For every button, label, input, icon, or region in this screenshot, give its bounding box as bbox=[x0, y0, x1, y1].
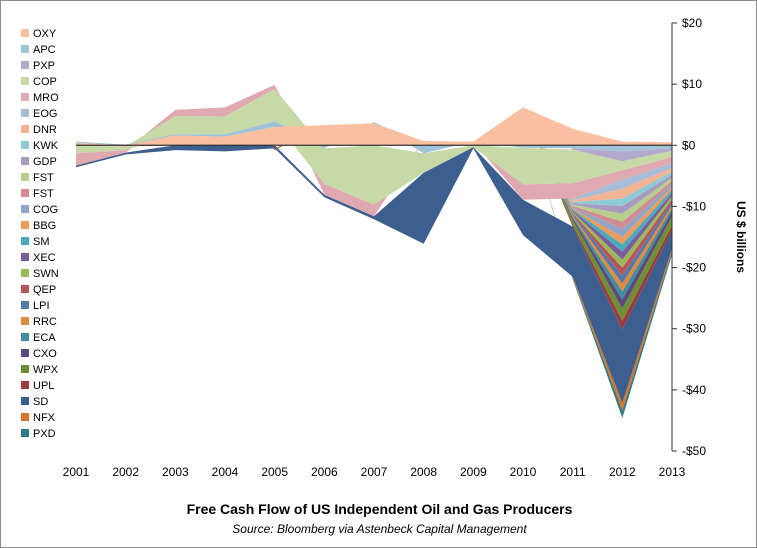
legend-swatch-rrc bbox=[21, 317, 29, 325]
legend-swatch-wpx bbox=[21, 365, 29, 373]
legend-label-dnr: DNR bbox=[33, 124, 57, 136]
area-series-wpx-21 bbox=[76, 84, 672, 321]
y-tick-label: -$30 bbox=[682, 322, 706, 336]
legend-label-xec: XEC bbox=[33, 252, 56, 264]
legend-swatch-xec bbox=[21, 253, 29, 261]
y-tick-label: -$40 bbox=[682, 383, 706, 397]
legend-label-apc: APC bbox=[33, 44, 56, 56]
legend-label-oxy: OXY bbox=[33, 28, 57, 40]
x-tick-label: 2013 bbox=[659, 465, 686, 479]
x-tick-label: 2004 bbox=[212, 465, 239, 479]
area-series-sd-23 bbox=[76, 145, 672, 403]
area-series-lpi-17 bbox=[76, 84, 672, 284]
legend-swatch-eca bbox=[21, 333, 29, 341]
legend-swatch-cog bbox=[21, 205, 29, 213]
legend-label-eca: ECA bbox=[33, 332, 56, 344]
y-tick-label: $20 bbox=[682, 16, 702, 30]
area-series-eog-5 bbox=[76, 84, 672, 201]
legend-label-fst: FST bbox=[33, 172, 54, 184]
chart-title: Free Cash Flow of US Independent Oil and… bbox=[186, 501, 573, 517]
chart-subtitle: Source: Bloomberg via Astenbeck Capital … bbox=[232, 522, 527, 536]
legend-swatch-fst bbox=[21, 189, 29, 197]
legend-label-kwk: KWK bbox=[33, 140, 59, 152]
legend-swatch-mro bbox=[21, 93, 29, 101]
legend-swatch-upl bbox=[21, 381, 29, 389]
legend-label-cxo: CXO bbox=[33, 348, 57, 360]
area-series-oxy-0 bbox=[76, 107, 672, 147]
legend-swatch-sm bbox=[21, 237, 29, 245]
legend-label-mro: MRO bbox=[33, 92, 59, 104]
legend-label-fst: FST bbox=[33, 188, 54, 200]
chart-canvas: $20 $10 $0 -$10 -$20 -$30 -$40 -$50 2001 2002 2003… bbox=[21, 16, 748, 479]
x-tick-label: 2007 bbox=[361, 465, 388, 479]
legend-swatch-lpi bbox=[21, 301, 29, 309]
chart-axes: $20 $10 $0 -$10 -$20 -$30 -$40 -$50 2001 2002 2003… bbox=[63, 16, 748, 479]
legend-swatch-cxo bbox=[21, 349, 29, 357]
area-series-group bbox=[76, 84, 672, 418]
legend-label-bbg: BBG bbox=[33, 220, 56, 232]
legend-swatch-cop bbox=[21, 77, 29, 85]
area-series-cop-3 bbox=[76, 89, 672, 205]
legend-label-lpi: LPI bbox=[33, 300, 50, 312]
legend-swatch-fst bbox=[21, 173, 29, 181]
legend-label-gdp: GDP bbox=[33, 156, 57, 168]
legend: OXY APC PXP COP MRO EOG DNR KWK GDP FST FST COG BBG S… bbox=[21, 28, 59, 440]
legend-swatch-gdp bbox=[21, 157, 29, 165]
legend-label-qep: QEP bbox=[33, 284, 56, 296]
area-series-rrc-18 bbox=[76, 84, 672, 292]
x-tick-label: 2006 bbox=[311, 465, 338, 479]
legend-swatch-swn bbox=[21, 269, 29, 277]
legend-label-cog: COG bbox=[33, 204, 58, 216]
legend-label-wpx: WPX bbox=[33, 364, 59, 376]
legend-swatch-eog bbox=[21, 109, 29, 117]
y-tick-label: -$50 bbox=[682, 444, 706, 458]
legend-label-cop: COP bbox=[33, 76, 57, 88]
legend-swatch-qep bbox=[21, 285, 29, 293]
y-tick-label: -$10 bbox=[682, 199, 706, 213]
legend-swatch-nfx bbox=[21, 413, 29, 421]
x-tick-label: 2005 bbox=[261, 465, 288, 479]
legend-swatch-oxy bbox=[21, 29, 29, 37]
x-tick-label: 2002 bbox=[112, 465, 139, 479]
y-tick-label: $10 bbox=[682, 77, 702, 91]
legend-label-swn: SWN bbox=[33, 268, 59, 280]
x-tick-label: 2008 bbox=[410, 465, 437, 479]
area-series-cxo-20 bbox=[76, 84, 672, 309]
legend-label-eog: EOG bbox=[33, 108, 57, 120]
legend-swatch-pxp bbox=[21, 61, 29, 69]
area-series-eca-19 bbox=[76, 84, 672, 300]
x-tick-label: 2010 bbox=[510, 465, 537, 479]
x-tick-label: 2009 bbox=[460, 465, 487, 479]
x-tick-label: 2012 bbox=[609, 465, 636, 479]
legend-label-sm: SM bbox=[33, 236, 50, 248]
y-tick-label: $0 bbox=[682, 138, 696, 152]
legend-swatch-kwk bbox=[21, 141, 29, 149]
x-tick-label: 2001 bbox=[63, 465, 90, 479]
area-series-upl-22 bbox=[76, 84, 672, 330]
legend-label-upl: UPL bbox=[33, 380, 54, 392]
x-tick-label: 2011 bbox=[560, 465, 586, 479]
legend-label-rrc: RRC bbox=[33, 316, 57, 328]
legend-label-nfx: NFX bbox=[33, 412, 56, 424]
legend-label-sd: SD bbox=[33, 396, 48, 408]
legend-swatch-bbg bbox=[21, 221, 29, 229]
legend-swatch-apc bbox=[21, 45, 29, 53]
legend-label-pxd: PXD bbox=[33, 428, 56, 440]
legend-label-pxp: PXP bbox=[33, 60, 55, 72]
area-series-apc-1 bbox=[76, 121, 672, 154]
legend-swatch-sd bbox=[21, 397, 29, 405]
legend-swatch-dnr bbox=[21, 125, 29, 133]
legend-swatch-pxd bbox=[21, 429, 29, 437]
y-tick-label: -$20 bbox=[682, 261, 706, 275]
y-axis-label: US $ billions bbox=[734, 201, 748, 273]
area-series-pxd-25 bbox=[76, 84, 672, 418]
area-series-nfx-24 bbox=[76, 107, 672, 411]
x-tick-label: 2003 bbox=[162, 465, 189, 479]
area-series-pxp-2 bbox=[76, 107, 672, 162]
